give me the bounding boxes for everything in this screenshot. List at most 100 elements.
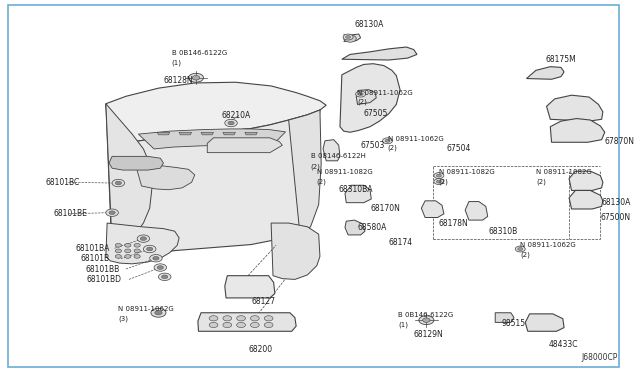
Polygon shape xyxy=(569,190,603,209)
Polygon shape xyxy=(340,64,400,132)
Circle shape xyxy=(192,76,200,80)
Text: (2): (2) xyxy=(536,178,546,185)
Polygon shape xyxy=(157,132,170,135)
Circle shape xyxy=(115,243,122,247)
Text: (2): (2) xyxy=(310,163,321,170)
Polygon shape xyxy=(179,132,191,135)
Polygon shape xyxy=(106,223,179,264)
Text: 67504: 67504 xyxy=(446,144,471,153)
Text: N 08911-1062G: N 08911-1062G xyxy=(388,135,444,142)
Polygon shape xyxy=(207,138,282,153)
Polygon shape xyxy=(198,313,296,331)
Circle shape xyxy=(422,318,430,323)
Polygon shape xyxy=(342,47,417,60)
Circle shape xyxy=(356,91,365,97)
Circle shape xyxy=(515,246,525,252)
Circle shape xyxy=(125,243,131,247)
Circle shape xyxy=(264,316,273,321)
Polygon shape xyxy=(106,82,326,145)
Circle shape xyxy=(209,323,218,328)
Circle shape xyxy=(106,209,118,217)
Circle shape xyxy=(343,34,353,40)
Text: 67870N: 67870N xyxy=(605,137,635,146)
Polygon shape xyxy=(344,34,360,41)
Polygon shape xyxy=(527,67,564,79)
Circle shape xyxy=(223,316,232,321)
Circle shape xyxy=(159,273,171,280)
Polygon shape xyxy=(525,314,564,331)
Circle shape xyxy=(385,139,390,142)
Text: B 0B146-6122G: B 0B146-6122G xyxy=(172,49,227,55)
Circle shape xyxy=(112,179,125,187)
Text: B 0B146-6122G: B 0B146-6122G xyxy=(398,312,453,318)
Text: (2): (2) xyxy=(388,145,397,151)
Text: 68101BE: 68101BE xyxy=(54,209,88,218)
Circle shape xyxy=(189,73,204,82)
Circle shape xyxy=(137,235,150,242)
Text: 68129N: 68129N xyxy=(414,330,444,339)
Circle shape xyxy=(225,119,237,127)
Circle shape xyxy=(346,36,351,38)
Text: 68310BA: 68310BA xyxy=(339,185,373,194)
Circle shape xyxy=(155,311,162,315)
Polygon shape xyxy=(345,220,365,235)
Circle shape xyxy=(237,323,246,328)
Circle shape xyxy=(228,121,234,125)
Circle shape xyxy=(434,173,444,179)
Polygon shape xyxy=(547,95,603,121)
Text: 67503: 67503 xyxy=(360,141,385,150)
Circle shape xyxy=(264,323,273,328)
Circle shape xyxy=(250,323,259,328)
Text: 67505: 67505 xyxy=(364,109,388,118)
Circle shape xyxy=(134,254,140,258)
Text: 68101BC: 68101BC xyxy=(46,178,80,187)
Circle shape xyxy=(161,275,168,279)
Text: 68101BA: 68101BA xyxy=(76,244,110,253)
Polygon shape xyxy=(245,132,257,135)
Circle shape xyxy=(153,256,159,260)
Circle shape xyxy=(344,35,356,42)
Circle shape xyxy=(115,249,122,253)
Circle shape xyxy=(115,181,122,185)
Circle shape xyxy=(115,254,122,258)
Text: 68178N: 68178N xyxy=(439,219,468,228)
Circle shape xyxy=(147,247,153,251)
Text: 68101B: 68101B xyxy=(81,254,110,263)
Text: 68210A: 68210A xyxy=(221,111,250,120)
Polygon shape xyxy=(569,171,603,190)
Circle shape xyxy=(358,93,363,96)
Circle shape xyxy=(125,254,131,258)
Polygon shape xyxy=(223,132,236,135)
Text: (3): (3) xyxy=(118,315,129,322)
Polygon shape xyxy=(106,104,152,245)
Text: B 08146-6122H: B 08146-6122H xyxy=(310,153,365,159)
Polygon shape xyxy=(356,90,376,105)
Circle shape xyxy=(237,316,246,321)
Polygon shape xyxy=(225,276,275,298)
Circle shape xyxy=(151,308,166,317)
Text: 68170N: 68170N xyxy=(370,204,400,213)
Text: 68310B: 68310B xyxy=(489,227,518,236)
Circle shape xyxy=(436,180,442,183)
Text: N 08911-1062G: N 08911-1062G xyxy=(118,306,174,312)
Text: 68101BB: 68101BB xyxy=(85,264,120,273)
Text: 68580A: 68580A xyxy=(358,223,387,232)
Text: (2): (2) xyxy=(358,99,367,106)
Polygon shape xyxy=(495,313,514,323)
Circle shape xyxy=(419,316,434,325)
Text: N 08911-1062G: N 08911-1062G xyxy=(358,90,413,96)
Text: 68174: 68174 xyxy=(388,238,413,247)
Circle shape xyxy=(383,138,392,144)
Text: N 08911-1082G: N 08911-1082G xyxy=(439,169,495,175)
Text: J68000CP: J68000CP xyxy=(581,353,617,362)
Polygon shape xyxy=(323,140,340,161)
Circle shape xyxy=(154,264,166,271)
Text: 68127: 68127 xyxy=(251,297,275,306)
Text: (1): (1) xyxy=(398,322,408,328)
Text: (2): (2) xyxy=(520,251,530,258)
Text: (1): (1) xyxy=(172,60,182,66)
Polygon shape xyxy=(106,104,320,256)
Circle shape xyxy=(434,179,444,185)
Text: 67500N: 67500N xyxy=(600,213,630,222)
Circle shape xyxy=(223,323,232,328)
